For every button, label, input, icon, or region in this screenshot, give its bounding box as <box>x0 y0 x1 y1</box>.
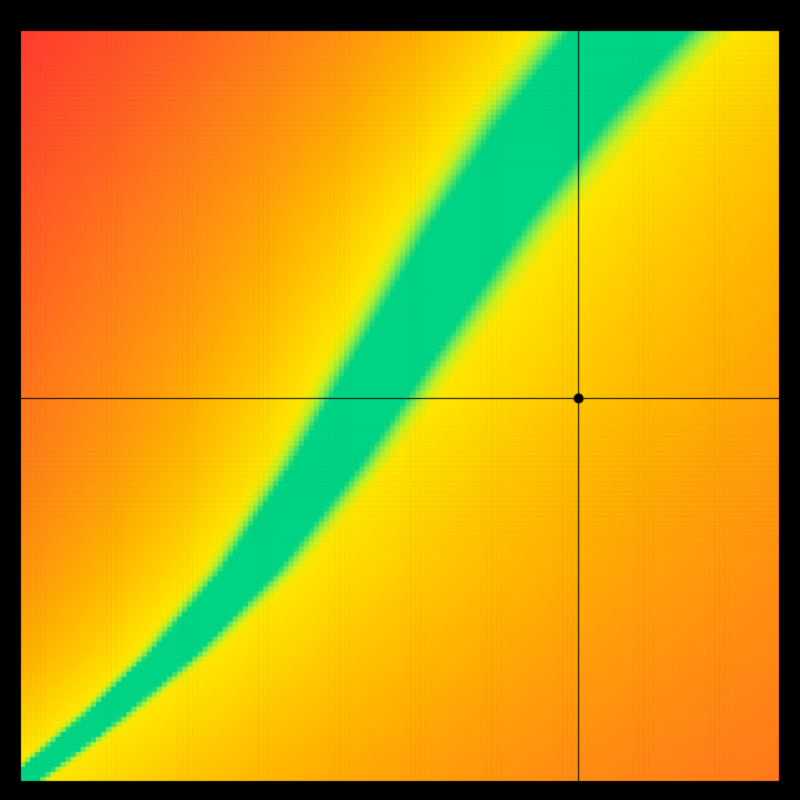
chart-container: TheBottleneck.com <box>0 0 800 800</box>
bottleneck-heatmap <box>0 0 800 800</box>
